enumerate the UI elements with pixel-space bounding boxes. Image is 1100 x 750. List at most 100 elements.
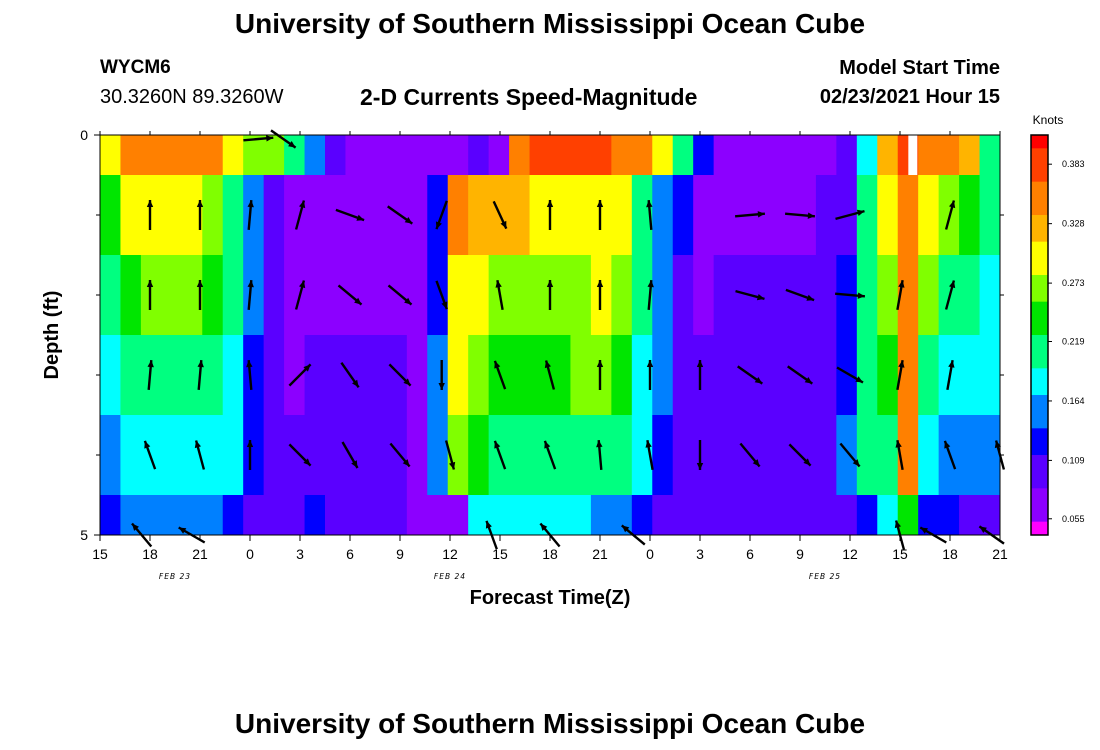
colorbar-segment [1031, 281, 1048, 289]
heatmap-cell [918, 495, 940, 535]
heatmap-cell [631, 175, 653, 256]
heatmap-cell [345, 255, 367, 336]
heatmap-cell [447, 495, 469, 535]
current-vector [387, 284, 413, 306]
heatmap-cell [468, 335, 490, 416]
heatmap-cell [325, 415, 347, 496]
colorbar-segment [1031, 501, 1048, 509]
heatmap-cell [611, 335, 633, 416]
heatmap-cell [754, 415, 776, 496]
colorbar-segment [1031, 241, 1048, 249]
heatmap-cell [550, 255, 572, 336]
heatmap-cell [795, 135, 817, 176]
heatmap-cell [672, 335, 694, 416]
heatmap-cell [222, 255, 244, 336]
current-vector [543, 440, 557, 470]
current-vectors [131, 129, 1006, 550]
current-vector [546, 200, 554, 230]
heatmap-cell [140, 335, 162, 416]
heatmap-cell [979, 495, 1000, 535]
current-vector [196, 280, 204, 310]
heatmap-cell [815, 495, 837, 535]
heatmap-cell [713, 175, 735, 256]
colorbar-segment [1031, 441, 1048, 449]
heatmap-cell [959, 415, 981, 496]
current-vector [147, 359, 154, 391]
heatmap-cell [427, 335, 449, 416]
current-vector [196, 200, 204, 230]
heatmap-cell [775, 495, 797, 535]
colorbar-segment [1031, 508, 1048, 516]
heatmap-cell [590, 415, 612, 496]
heatmap-cell [836, 135, 858, 176]
x-tick-label: 0 [246, 546, 254, 562]
heatmap-cell [468, 255, 490, 336]
current-vector [146, 280, 154, 310]
heatmap-cell [468, 415, 490, 496]
colorbar-segment [1031, 295, 1048, 303]
heatmap-cell [652, 135, 674, 176]
colorbar-tick-label: 0.383 [1062, 159, 1085, 169]
heatmap-cell [570, 255, 592, 336]
heatmap-cell [672, 135, 694, 176]
heatmap-cell [877, 175, 899, 256]
heatmap-cell [120, 175, 142, 256]
x-tick-label: 15 [92, 546, 108, 562]
heatmap-cell [140, 175, 162, 256]
colorbar-segment [1031, 521, 1048, 529]
heatmap-cell [856, 335, 878, 416]
heatmap-cell [918, 175, 940, 256]
current-vector [340, 362, 360, 388]
heatmap-cell [100, 415, 122, 496]
x-tick-label: 3 [296, 546, 304, 562]
heatmap-cell [100, 255, 122, 336]
current-vector [294, 280, 306, 310]
colorbar-segment [1031, 408, 1048, 416]
current-vector [197, 359, 204, 391]
x-tick-label: 21 [992, 546, 1008, 562]
current-vector [739, 442, 761, 468]
heatmap-cell [652, 335, 674, 416]
current-vector [896, 359, 905, 391]
heatmap-cell [406, 175, 428, 256]
current-vector [387, 205, 413, 225]
colorbar-segment [1031, 141, 1048, 149]
y-tick-label: 0 [80, 127, 88, 143]
heatmap-cell [202, 175, 224, 256]
heatmap-cell [427, 255, 449, 336]
colorbar-segment [1031, 475, 1048, 483]
current-vector [696, 440, 704, 470]
current-vector [341, 441, 359, 469]
colorbar-segment [1031, 288, 1048, 296]
current-vector [836, 366, 864, 384]
current-vector [294, 200, 306, 230]
current-vector [247, 279, 254, 311]
x-tick-label: 9 [396, 546, 404, 562]
heatmap-cell [325, 135, 347, 176]
heatmap-cell [406, 495, 428, 535]
colorbar-segment [1031, 355, 1048, 363]
colorbar-segment [1031, 215, 1048, 223]
heatmap-cell [693, 175, 715, 256]
colorbar-segment [1031, 328, 1048, 336]
heatmap-cell [161, 415, 183, 496]
heatmap-cell [365, 495, 387, 535]
heatmap-cell [386, 255, 408, 336]
colorbar-segment [1031, 148, 1048, 156]
x-tick-label: 18 [942, 546, 958, 562]
heatmap-cell [836, 415, 858, 496]
heatmap-cell [775, 175, 797, 256]
heatmap-cell [222, 335, 244, 416]
current-vector [288, 363, 312, 387]
colorbar-segment [1031, 321, 1048, 329]
heatmap-cell [611, 135, 633, 176]
current-vector [943, 440, 957, 470]
heatmap-cell [181, 415, 203, 496]
heatmap-cell [161, 175, 183, 256]
heatmap-cell [550, 135, 572, 176]
colorbar-title: Knots [1033, 113, 1064, 127]
heatmap-cell [611, 415, 633, 496]
heatmap-cell [202, 415, 224, 496]
heatmap-cell [100, 335, 122, 416]
heatmap-cell [386, 135, 408, 176]
